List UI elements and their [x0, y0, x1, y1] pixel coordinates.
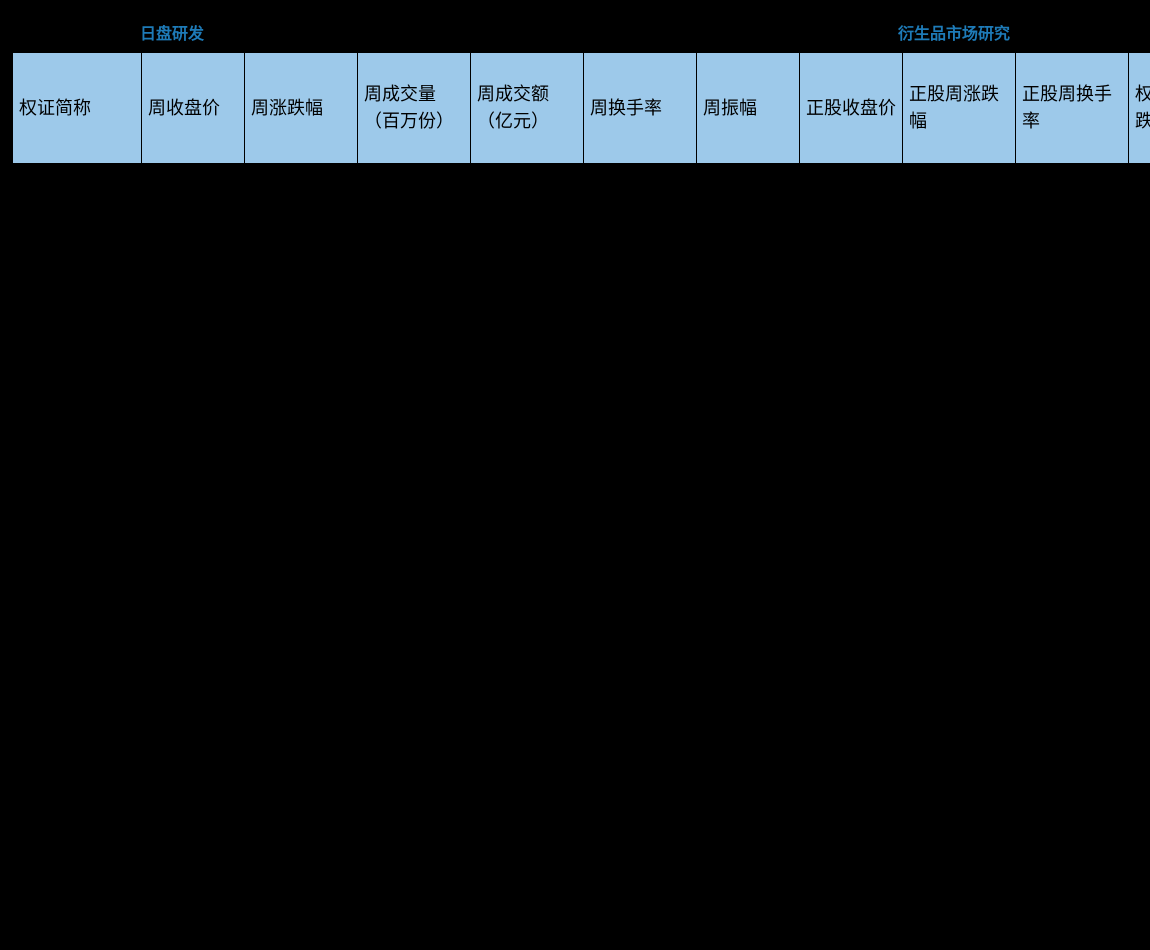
- top-label-left: 日盘研发: [140, 20, 204, 44]
- col-header-weekly-change: 周涨跌幅: [245, 53, 358, 164]
- col-header-stock-change: 正股周涨跌幅: [903, 53, 1016, 164]
- col-header-stock-close: 正股收盘价: [800, 53, 903, 164]
- col-header-stock-turnover-rate: 正股周换手率: [1016, 53, 1129, 164]
- table-head: 权证简称 周收盘价 周涨跌幅 周成交量（百万份） 周成交额（亿元） 周换手率 周…: [13, 53, 1150, 164]
- col-header-volume: 周成交量（百万份）: [358, 53, 471, 164]
- col-header-turnover: 周成交额（亿元）: [471, 53, 584, 164]
- col-header-warrant-name: 权证简称: [13, 53, 142, 164]
- col-header-close-price: 周收盘价: [142, 53, 245, 164]
- data-table: 权证简称 周收盘价 周涨跌幅 周成交量（百万份） 周成交额（亿元） 周换手率 周…: [12, 52, 1150, 164]
- table-header-row: 权证简称 周收盘价 周涨跌幅 周成交量（百万份） 周成交额（亿元） 周换手率 周…: [13, 53, 1150, 164]
- table-wrapper: 权证简称 周收盘价 周涨跌幅 周成交量（百万份） 周成交额（亿元） 周换手率 周…: [0, 52, 1150, 164]
- top-label-right: 衍生品市场研究: [898, 20, 1010, 44]
- col-header-amplitude: 周振幅: [697, 53, 800, 164]
- col-header-diff: 权证正股涨跌差（%）: [1129, 53, 1150, 164]
- col-header-turnover-rate: 周换手率: [584, 53, 697, 164]
- page-container: 日盘研发 衍生品市场研究 权证简称 周收盘价 周涨跌幅 周成交量（百万份） 周成…: [0, 0, 1150, 164]
- top-labels-row: 日盘研发 衍生品市场研究: [0, 20, 1150, 44]
